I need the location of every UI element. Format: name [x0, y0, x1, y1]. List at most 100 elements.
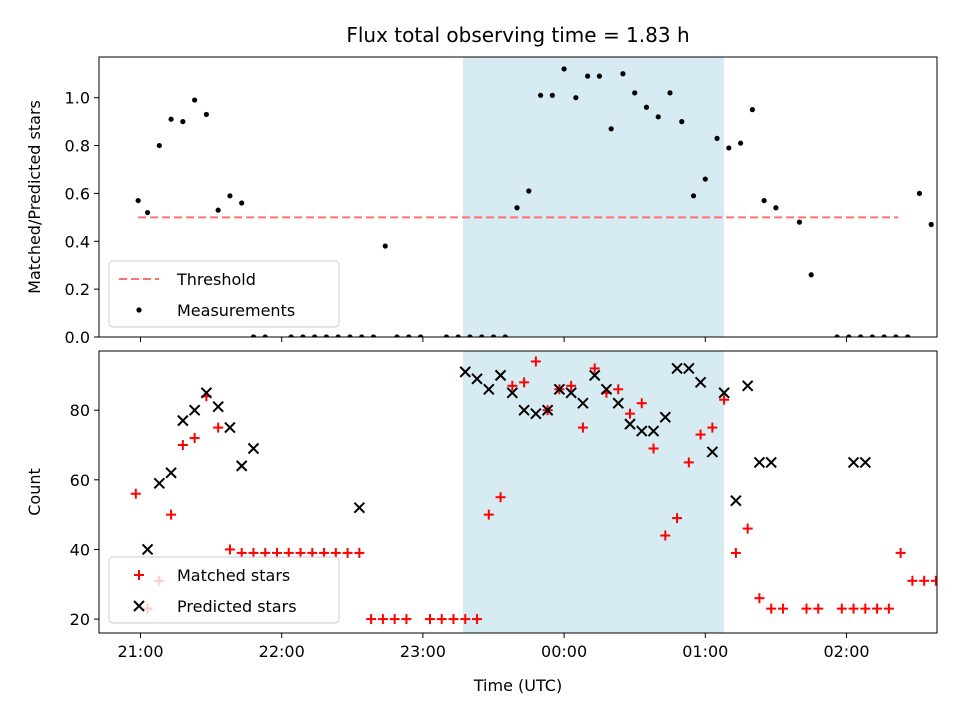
predicted-stars-point — [741, 380, 754, 392]
y-tick-label: 20 — [70, 610, 90, 629]
matched-stars-point — [436, 614, 447, 625]
measurements-point — [858, 334, 864, 337]
matched-stars-point — [613, 384, 624, 395]
measurements-point — [227, 193, 233, 199]
predicted-stars-point — [706, 446, 719, 458]
matched-stars-point — [354, 547, 365, 558]
legend-marker-predicted-stars — [133, 600, 145, 612]
predicted-stars-point — [659, 411, 672, 423]
predicted-stars-point — [235, 460, 248, 472]
y-tick-label: 0.4 — [65, 232, 90, 251]
predicted-stars-point — [471, 373, 483, 385]
matched-stars-point — [236, 547, 247, 558]
predicted-stars-point — [636, 425, 648, 437]
y-tick-label: 0.0 — [65, 328, 90, 347]
measurements-point — [156, 142, 162, 149]
matched-stars-point — [448, 614, 459, 625]
matched-stars-point — [907, 575, 918, 586]
matched-stars-point — [307, 547, 318, 558]
matched-stars-point — [707, 422, 718, 433]
measurements-point — [479, 334, 485, 337]
legend-label-measurements: Measurements — [177, 301, 295, 320]
chart-title: Flux total observing time = 1.83 h — [346, 23, 689, 47]
measurements-point — [620, 71, 626, 77]
measurements-point — [370, 334, 377, 337]
measurements-point — [300, 334, 306, 337]
y-tick-label: 0.2 — [65, 280, 90, 299]
measurements-point — [561, 66, 567, 72]
matched-stars-point — [224, 544, 235, 555]
measurements-point — [537, 92, 544, 98]
measurements-point — [796, 219, 803, 225]
matched-stars-point — [930, 575, 937, 586]
matched-stars-point — [389, 614, 400, 625]
predicted-stars-point — [518, 404, 530, 416]
measurements-point — [667, 90, 673, 96]
matched-stars-point — [683, 457, 694, 468]
matched-stars-point — [566, 380, 577, 391]
x-tick-label: 22:00 — [259, 642, 305, 661]
matched-stars-point — [943, 576, 953, 586]
measurements-point — [549, 92, 555, 98]
measurements-point — [490, 334, 497, 337]
matched-stars-point — [672, 513, 683, 524]
measurements-point — [573, 95, 579, 101]
y-tick-label: 0.8 — [65, 137, 90, 156]
measurements-point — [250, 334, 257, 337]
measurements-point — [417, 334, 424, 337]
bottom-panel: 20 40 60 80 21:00 22:00 23:00 00:00 01:00 02:00 Co… — [25, 350, 953, 661]
predicted-stars-point — [730, 494, 742, 507]
measurements-point — [203, 111, 209, 118]
matched-stars-point — [895, 547, 906, 558]
measurements-point — [869, 334, 875, 337]
predicted-stars-point — [541, 404, 554, 416]
predicted-stars-point — [494, 369, 507, 382]
x-tick-label: 00:00 — [541, 642, 587, 661]
predicted-stars-point — [141, 543, 154, 556]
measurements-point — [905, 334, 911, 337]
measurements-point — [738, 140, 744, 146]
matched-stars-point — [801, 603, 812, 614]
measurements-point — [455, 334, 461, 337]
matched-stars-point — [483, 509, 494, 520]
legend: Threshold Measurements — [108, 260, 340, 328]
matched-stars-point — [189, 433, 200, 444]
x-axis-label: Time (UTC) — [473, 676, 562, 695]
x-tick-label: 02:00 — [823, 642, 869, 661]
measurements-point — [585, 73, 591, 79]
measurements-point — [239, 200, 245, 206]
predicted-stars-point — [671, 362, 683, 375]
measurements-point — [881, 334, 887, 337]
predicted-stars-point — [847, 456, 860, 469]
measurements-point — [690, 193, 697, 199]
measurements-point — [180, 119, 186, 125]
matched-stars-point — [377, 614, 388, 625]
matched-stars-point — [754, 593, 765, 604]
matched-stars-point — [177, 440, 188, 450]
measurements-point — [749, 107, 755, 113]
legend-label-threshold: Threshold — [176, 270, 256, 289]
matched-stars-point — [730, 547, 741, 558]
measurements-point — [144, 209, 151, 216]
measurements-point — [808, 272, 814, 278]
measurements-point — [312, 334, 318, 337]
y-tick-label: 60 — [70, 471, 90, 490]
predicted-stars-point — [588, 369, 601, 382]
measurements-point — [773, 205, 779, 211]
measurements-point — [940, 334, 945, 339]
legend-marker-matched-stars — [134, 570, 144, 580]
matched-stars-point — [648, 443, 659, 454]
predicted-stars-point — [600, 383, 613, 396]
matched-stars-point — [883, 603, 894, 614]
x-tick-label: 23:00 — [400, 642, 446, 661]
measurements-point — [846, 334, 852, 337]
matched-stars-point — [342, 547, 353, 558]
matched-stars-point — [660, 530, 671, 541]
measurements-point — [135, 197, 141, 204]
measurements-point — [643, 104, 650, 110]
predicted-stars-point — [200, 387, 213, 399]
measurements-point — [323, 334, 330, 337]
measurements-point — [655, 114, 661, 120]
shaded-interval — [462, 351, 725, 633]
predicted-stars-point — [177, 414, 189, 427]
